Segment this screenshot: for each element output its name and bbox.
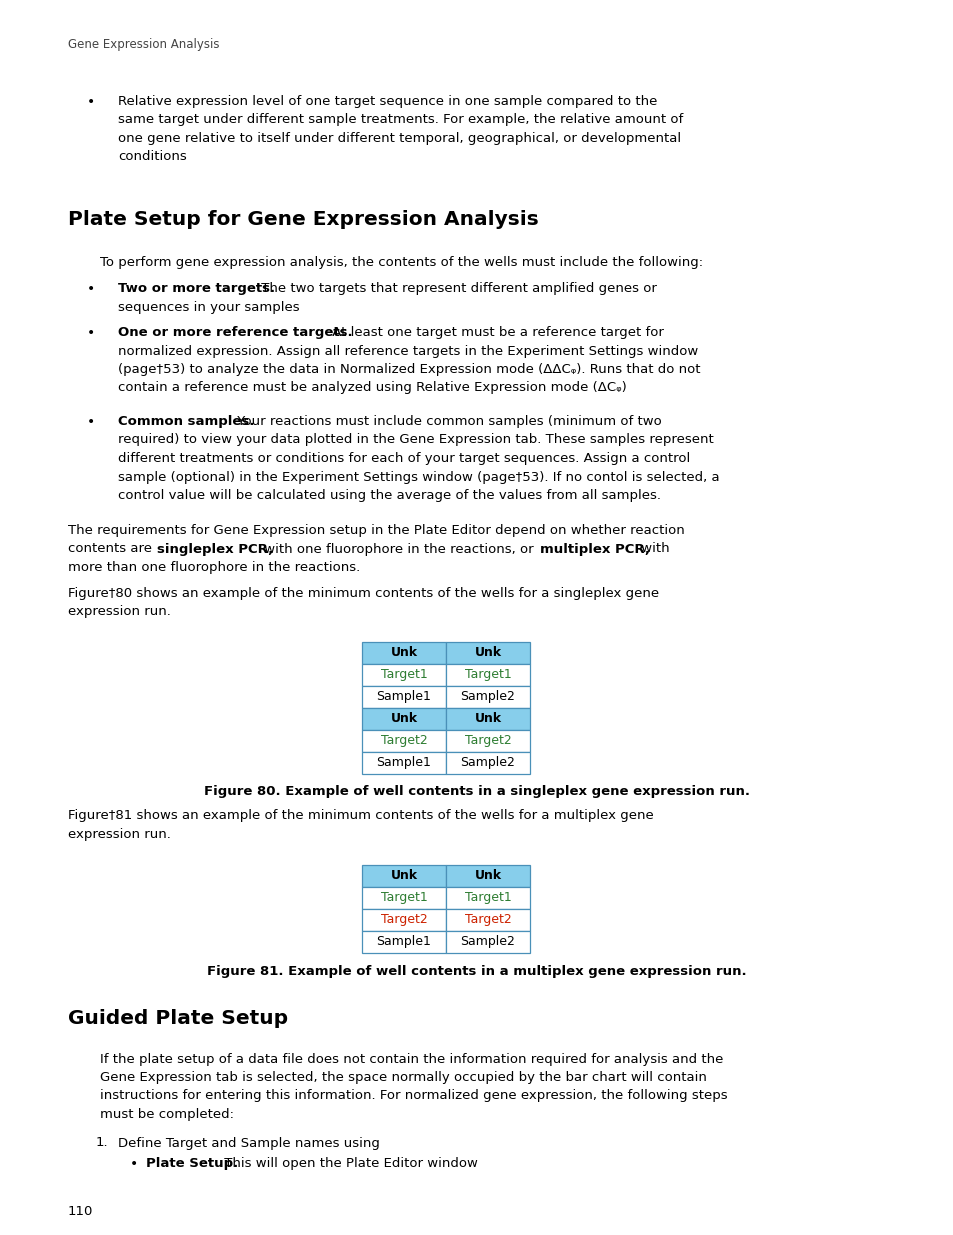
Bar — [446, 730, 530, 752]
Bar — [361, 685, 446, 708]
Text: Target1: Target1 — [464, 890, 511, 904]
Text: must be completed:: must be completed: — [100, 1108, 233, 1121]
Text: Figure†81 shows an example of the minimum contents of the wells for a multiplex : Figure†81 shows an example of the minimu… — [68, 809, 653, 823]
Text: Target2: Target2 — [464, 913, 511, 926]
Text: Unk: Unk — [390, 713, 417, 725]
Text: Target1: Target1 — [380, 668, 427, 680]
Text: •: • — [87, 95, 95, 109]
Text: Sample1: Sample1 — [376, 756, 431, 769]
Text: 110: 110 — [68, 1205, 93, 1218]
Bar — [446, 663, 530, 685]
Text: Unk: Unk — [474, 869, 501, 882]
Text: Target2: Target2 — [380, 913, 427, 926]
Bar — [361, 930, 446, 952]
Text: •: • — [87, 282, 95, 296]
Text: At least one target must be a reference target for: At least one target must be a reference … — [328, 326, 663, 338]
Text: control value will be calculated using the average of the values from all sample: control value will be calculated using t… — [118, 489, 660, 501]
Bar — [361, 663, 446, 685]
Text: •: • — [87, 415, 95, 429]
Text: One or more reference targets.: One or more reference targets. — [118, 326, 353, 338]
Text: Sample2: Sample2 — [460, 935, 515, 948]
Text: sample (optional) in the Experiment Settings window (page†53). If no contol is s: sample (optional) in the Experiment Sett… — [118, 471, 719, 483]
Text: Unk: Unk — [390, 646, 417, 659]
Text: expression run.: expression run. — [68, 827, 171, 841]
Text: expression run.: expression run. — [68, 605, 171, 618]
Text: Target1: Target1 — [380, 890, 427, 904]
Text: one gene relative to itself under different temporal, geographical, or developme: one gene relative to itself under differ… — [118, 132, 680, 144]
Bar — [361, 641, 446, 663]
Text: different treatments or conditions for each of your target sequences. Assign a c: different treatments or conditions for e… — [118, 452, 690, 466]
Text: more than one fluorophore in the reactions.: more than one fluorophore in the reactio… — [68, 561, 360, 574]
Text: singleplex PCR,: singleplex PCR, — [157, 542, 273, 556]
Text: Figure 81. Example of well contents in a multiplex gene expression run.: Figure 81. Example of well contents in a… — [207, 965, 746, 977]
Bar — [446, 864, 530, 887]
Text: Sample2: Sample2 — [460, 756, 515, 769]
Text: Target2: Target2 — [464, 734, 511, 747]
Text: Relative expression level of one target sequence in one sample compared to the: Relative expression level of one target … — [118, 95, 657, 107]
Text: Target2: Target2 — [380, 734, 427, 747]
Text: Target1: Target1 — [464, 668, 511, 680]
Text: To perform gene expression analysis, the contents of the wells must include the : To perform gene expression analysis, the… — [100, 256, 702, 269]
Text: contents are: contents are — [68, 542, 156, 556]
Text: Gene Expression tab is selected, the space normally occupied by the bar chart wi: Gene Expression tab is selected, the spa… — [100, 1071, 706, 1084]
Text: Plate Setup for Gene Expression Analysis: Plate Setup for Gene Expression Analysis — [68, 210, 538, 228]
Bar — [446, 752, 530, 773]
Bar — [446, 685, 530, 708]
Bar — [361, 730, 446, 752]
Text: •: • — [130, 1157, 138, 1171]
Text: Figure†80 shows an example of the minimum contents of the wells for a singleplex: Figure†80 shows an example of the minimu… — [68, 587, 659, 599]
Text: Sample2: Sample2 — [460, 690, 515, 703]
Text: with: with — [637, 542, 669, 556]
Text: Sample1: Sample1 — [376, 690, 431, 703]
Text: Define Target and Sample names using: Define Target and Sample names using — [118, 1136, 379, 1150]
Text: Your reactions must include common samples (minimum of two: Your reactions must include common sampl… — [233, 415, 661, 429]
Bar — [446, 930, 530, 952]
Bar — [446, 641, 530, 663]
Text: required) to view your data plotted in the Gene Expression tab. These samples re: required) to view your data plotted in t… — [118, 433, 713, 447]
Bar — [361, 887, 446, 909]
Text: Guided Plate Setup: Guided Plate Setup — [68, 1009, 288, 1028]
Text: Gene Expression Analysis: Gene Expression Analysis — [68, 38, 219, 51]
Text: same target under different sample treatments. For example, the relative amount : same target under different sample treat… — [118, 114, 682, 126]
Bar — [361, 752, 446, 773]
Text: conditions: conditions — [118, 151, 187, 163]
Text: 1.: 1. — [96, 1136, 109, 1150]
Text: Plate Setup.: Plate Setup. — [146, 1157, 238, 1170]
Text: If the plate setup of a data file does not contain the information required for : If the plate setup of a data file does n… — [100, 1052, 722, 1066]
Text: Unk: Unk — [474, 646, 501, 659]
Text: with one fluorophore in the reactions, or: with one fluorophore in the reactions, o… — [260, 542, 537, 556]
Text: The requirements for Gene Expression setup in the Plate Editor depend on whether: The requirements for Gene Expression set… — [68, 524, 684, 537]
Text: This will open the Plate Editor window: This will open the Plate Editor window — [220, 1157, 477, 1170]
Text: Figure 80. Example of well contents in a singleplex gene expression run.: Figure 80. Example of well contents in a… — [204, 785, 749, 799]
Bar — [446, 708, 530, 730]
Text: Common samples.: Common samples. — [118, 415, 254, 429]
Text: Unk: Unk — [474, 713, 501, 725]
Bar — [361, 864, 446, 887]
Bar — [446, 887, 530, 909]
Text: Unk: Unk — [390, 869, 417, 882]
Text: (page†53) to analyze the data in Normalized Expression mode (ΔΔCᵩ). Runs that do: (page†53) to analyze the data in Normali… — [118, 363, 700, 375]
Text: Sample1: Sample1 — [376, 935, 431, 948]
Bar — [361, 708, 446, 730]
Text: instructions for entering this information. For normalized gene expression, the : instructions for entering this informati… — [100, 1089, 727, 1103]
Text: sequences in your samples: sequences in your samples — [118, 300, 299, 314]
Bar — [361, 909, 446, 930]
Text: The two targets that represent different amplified genes or: The two targets that represent different… — [256, 282, 657, 295]
Text: •: • — [87, 326, 95, 340]
Text: multiplex PCR,: multiplex PCR, — [539, 542, 649, 556]
Text: normalized expression. Assign all reference targets in the Experiment Settings w: normalized expression. Assign all refere… — [118, 345, 698, 357]
Bar — [446, 909, 530, 930]
Text: Two or more targets.: Two or more targets. — [118, 282, 274, 295]
Text: contain a reference must be analyzed using Relative Expression mode (ΔCᵩ): contain a reference must be analyzed usi… — [118, 382, 626, 394]
